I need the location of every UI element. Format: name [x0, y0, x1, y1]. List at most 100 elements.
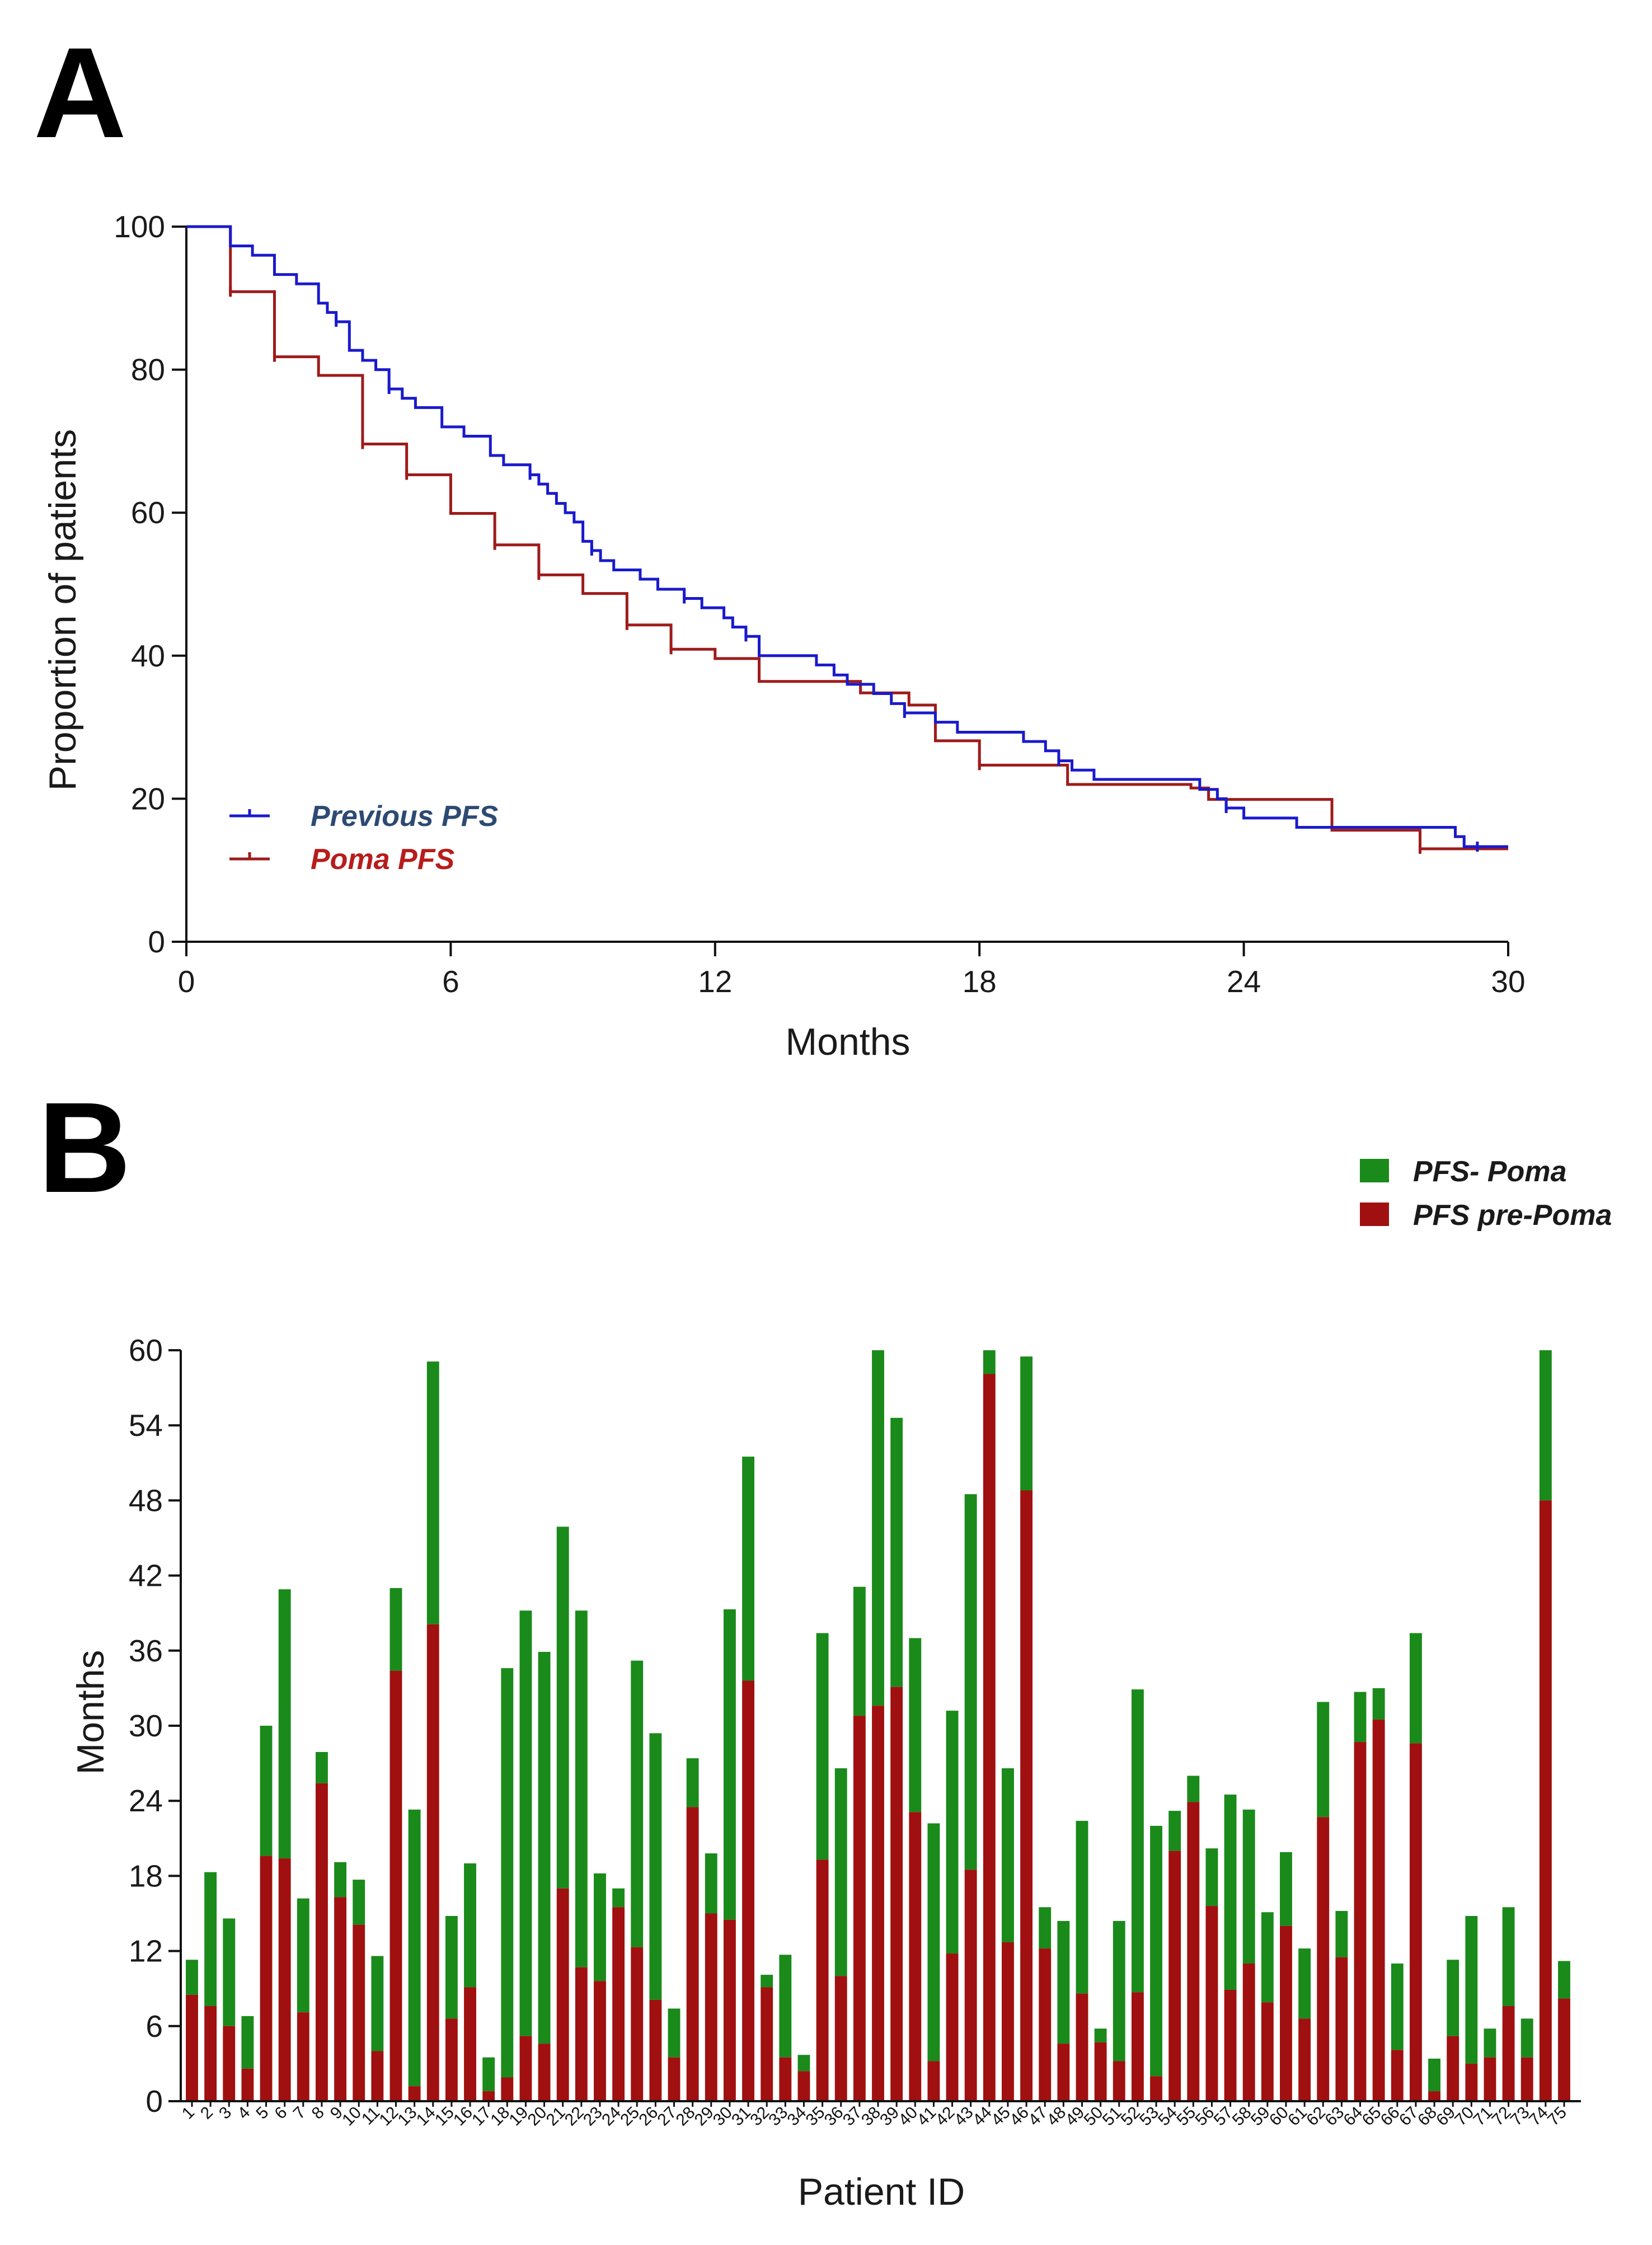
bar-pfs-poma: [1187, 1776, 1200, 1802]
bar-pfs-poma: [426, 1361, 439, 1624]
bar-pfs-poma: [816, 1633, 829, 1860]
bar-pfs-poma: [223, 1918, 236, 2026]
bar-pfs-pre-poma: [1150, 2076, 1162, 2101]
bar-pfs-pre-poma: [742, 1680, 754, 2101]
bar-pfs-poma: [946, 1711, 959, 1954]
bar-pfs-poma: [705, 1853, 717, 1914]
bar-pfs-pre-poma: [1039, 1948, 1052, 2101]
bar-pfs-poma: [1465, 1915, 1478, 2064]
stacked-bar-chart: Months Patient ID 0612182430364248546012…: [69, 1156, 1612, 2213]
bar-pfs-poma: [353, 1880, 365, 1925]
bar-pfs-pre-poma: [1428, 2091, 1440, 2101]
bar-pfs-poma: [297, 1898, 309, 2013]
bar-pfs-pre-poma: [1076, 1993, 1088, 2101]
bar-pfs-poma: [482, 2057, 495, 2092]
bar-pfs-pre-poma: [371, 2051, 384, 2101]
bar-pfs-poma: [1076, 1820, 1088, 1994]
km-y-tick-label: 80: [131, 353, 165, 387]
bar-pfs-poma: [445, 1915, 458, 2019]
bar-pfs-pre-poma: [464, 1987, 476, 2101]
bar-pfs-poma: [1131, 1689, 1144, 1993]
bar-pfs-poma: [501, 1668, 514, 2078]
bar-y-tick-label: 24: [129, 1783, 163, 1818]
bar-pfs-pre-poma: [1002, 1942, 1014, 2101]
bar-pfs-poma: [556, 1527, 569, 1889]
km-y-tick-label: 100: [114, 209, 165, 244]
bar-pfs-pre-poma: [964, 1870, 977, 2101]
bar-y-tick-label: 6: [146, 2009, 163, 2044]
bar-x-tick-label: 4: [234, 2103, 254, 2123]
bar-pfs-poma: [241, 2016, 254, 2069]
bar-pfs-pre-poma: [1057, 2044, 1070, 2101]
panel-a-letter: A: [34, 21, 126, 165]
bar-pfs-poma: [575, 1610, 588, 1967]
bar-pfs-pre-poma: [334, 1897, 347, 2101]
bar-pfs-pre-poma: [779, 2057, 792, 2101]
bar-pfs-poma: [464, 1863, 476, 1988]
bar-y-tick-label: 30: [129, 1708, 163, 1743]
bar-pfs-poma: [1502, 1907, 1515, 2007]
bar-pfs-poma: [1520, 2018, 1533, 2058]
bar-pfs-pre-poma: [1094, 2042, 1107, 2101]
bar-pfs-poma: [316, 1751, 328, 1783]
bar-pfs-poma: [1558, 1961, 1570, 1999]
bar-pfs-pre-poma: [575, 1967, 588, 2101]
bar-pfs-poma: [853, 1586, 866, 1716]
bar-pfs-pre-poma: [816, 1859, 829, 2101]
km-x-axis-title: Months: [786, 1021, 911, 1063]
bar-pfs-pre-poma: [389, 1670, 402, 2101]
bar-pfs-poma: [538, 1652, 551, 2044]
bar-pfs-pre-poma: [1539, 1500, 1552, 2101]
bar-pfs-poma: [1205, 1848, 1218, 1906]
bar-pfs-poma: [1354, 1692, 1367, 1743]
bar-y-axis-title: Months: [69, 1650, 112, 1775]
km-legend-label-previous-pfs: Previous PFS: [311, 800, 499, 833]
bar-pfs-pre-poma: [612, 1907, 625, 2101]
bar-pfs-poma: [1020, 1356, 1033, 1491]
bar-pfs-pre-poma: [408, 2086, 421, 2101]
bar-y-tick-label: 60: [129, 1333, 163, 1368]
bar-pfs-poma: [1150, 1825, 1162, 2077]
bar-pfs-pre-poma: [1205, 1906, 1218, 2101]
bar-x-tick-label: 1: [179, 2103, 198, 2123]
bar-pfs-pre-poma: [872, 1706, 884, 2101]
bar-pfs-pre-poma: [909, 1812, 922, 2101]
bar-pfs-pre-poma: [1465, 2063, 1478, 2101]
bar-pfs-poma: [1539, 1350, 1552, 1501]
bar-pfs-pre-poma: [297, 2012, 309, 2101]
bar-pfs-poma: [1057, 1920, 1070, 2044]
bar-pfs-pre-poma: [223, 2026, 236, 2101]
bar-pfs-poma: [927, 1823, 940, 2061]
bar-pfs-pre-poma: [1335, 1957, 1348, 2101]
bar-pfs-pre-poma: [1131, 1992, 1144, 2101]
bar-pfs-pre-poma: [316, 1783, 328, 2101]
bar-y-tick-label: 42: [129, 1558, 163, 1593]
bar-pfs-pre-poma: [538, 2044, 551, 2101]
bar-pfs-pre-poma: [853, 1716, 866, 2101]
bar-pfs-poma: [1428, 2058, 1440, 2092]
bar-pfs-poma: [1224, 1795, 1237, 1990]
bar-pfs-poma: [389, 1588, 402, 1671]
bar-pfs-poma: [909, 1638, 922, 1812]
bar-pfs-poma: [1447, 1960, 1459, 2036]
bar-pfs-pre-poma: [668, 2057, 680, 2101]
bar-x-tick-label: 5: [252, 2103, 272, 2123]
km-y-tick-label: 60: [131, 495, 165, 530]
bar-pfs-pre-poma: [482, 2091, 495, 2101]
bar-pfs-poma: [1039, 1907, 1052, 1949]
bar-pfs-poma: [742, 1457, 754, 1681]
bar-pfs-poma: [686, 1758, 699, 1807]
bar-pfs-pre-poma: [1168, 1851, 1181, 2101]
bar-pfs-poma: [1002, 1768, 1014, 1942]
km-y-tick-label: 40: [131, 638, 165, 673]
bar-y-tick-label: 48: [129, 1483, 163, 1518]
bar-x-axis-title: Patient ID: [798, 2171, 965, 2213]
bar-pfs-pre-poma: [1298, 2018, 1311, 2101]
bar-pfs-poma: [1280, 1852, 1292, 1926]
bar-x-tick-label: 7: [290, 2103, 309, 2123]
bar-y-tick-label: 54: [129, 1408, 163, 1443]
km-y-tick-label: 20: [131, 781, 165, 816]
bar-pfs-poma: [186, 1960, 198, 1995]
km-y-axis-title: Proportion of patients: [41, 429, 84, 791]
